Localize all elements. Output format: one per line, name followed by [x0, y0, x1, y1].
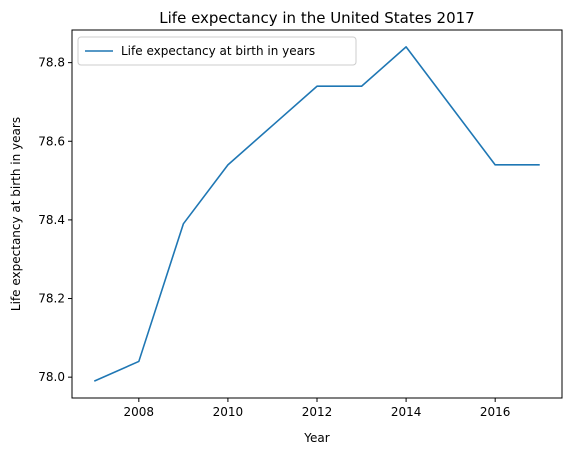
y-tick-label: 78.4: [38, 213, 65, 227]
series-line-0: [93, 46, 540, 382]
y-tick-label: 78.0: [38, 370, 65, 384]
plot-area: 2008 2010 2012 2014 2016 78.0 78.2 78.4 78.6 78.8: [38, 46, 540, 419]
y-tick-label: 78.8: [38, 56, 65, 70]
legend: Life expectancy at birth in years: [77, 36, 357, 66]
axes-frame: [71, 29, 563, 399]
y-axis-label: Life expectancy at birth in years: [9, 117, 23, 311]
y-tick-label: 78.6: [38, 134, 65, 148]
chart-title: Life expectancy in the United States 201…: [159, 9, 474, 27]
x-axis-label: Year: [303, 431, 329, 445]
legend-label: Life expectancy at birth in years: [121, 44, 315, 58]
legend-box: [77, 36, 357, 66]
x-tick-label: 2012: [302, 405, 333, 419]
x-tick-label: 2010: [213, 405, 244, 419]
x-tick-label: 2014: [391, 405, 422, 419]
x-tick-label: 2008: [124, 405, 155, 419]
x-tick-label: 2016: [480, 405, 511, 419]
y-tick-label: 78.2: [38, 292, 65, 306]
